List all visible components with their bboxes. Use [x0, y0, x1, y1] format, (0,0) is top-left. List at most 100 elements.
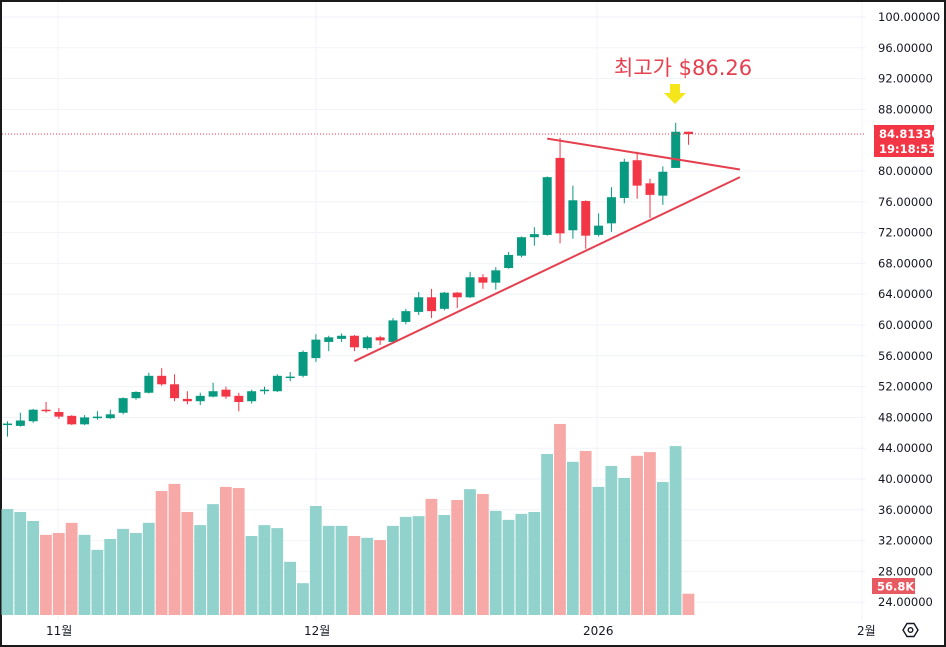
x-tick-label: 11월 [46, 624, 72, 638]
volume-bar [297, 583, 309, 615]
y-tick-label: 44.00000 [878, 441, 933, 455]
candle-up [401, 311, 411, 322]
candle-up [388, 320, 398, 342]
volume-bar [245, 535, 258, 615]
volume-bar [194, 525, 207, 615]
y-tick-label: 36.00000 [878, 503, 933, 517]
candle-up [285, 376, 295, 379]
candle-countdown: 19:18:53 [879, 142, 936, 156]
volume-bar [40, 534, 52, 615]
candle-down [684, 131, 694, 135]
y-tick-label: 60.00000 [878, 318, 933, 332]
volume-bar [155, 491, 168, 615]
y-tick-label: 76.00000 [878, 195, 933, 209]
candle-up [658, 171, 668, 196]
volume-bar [117, 528, 129, 615]
candle-up [504, 254, 514, 269]
candle-down [67, 415, 77, 425]
candle-up [144, 375, 154, 393]
candle-up [362, 337, 372, 349]
volume-bar [451, 500, 464, 615]
y-tick-label: 32.00000 [878, 534, 933, 548]
x-tick-label: 2월 [857, 624, 876, 638]
y-tick-label: 52.00000 [878, 380, 933, 394]
volume-bar [605, 465, 618, 615]
candle-up [80, 417, 90, 425]
volume-bar [412, 516, 425, 615]
candle-up [3, 423, 12, 426]
current-price-value: 84.81330 [879, 127, 939, 141]
candle-down [555, 157, 565, 234]
support-trendline [354, 176, 741, 363]
volume-bar [309, 506, 322, 615]
volume-bar [644, 452, 656, 615]
settings-icon[interactable] [902, 622, 919, 638]
candle-down [632, 160, 642, 186]
volume-value: 56.8K [877, 580, 915, 594]
candle-up [118, 398, 128, 413]
volume-bar [348, 535, 361, 615]
volume-bar [361, 537, 374, 615]
volume-bar [335, 525, 348, 615]
candle-up [272, 375, 282, 392]
candle-down [349, 335, 359, 348]
y-tick-label: 24.00000 [878, 595, 933, 609]
x-tick-label: 2026 [583, 624, 614, 638]
y-tick-label: 92.00000 [878, 72, 933, 86]
candles [3, 122, 694, 437]
candle-down [427, 297, 437, 312]
candle-down [221, 389, 231, 397]
candle-down [452, 292, 462, 298]
volume-bar [232, 488, 245, 615]
candle-up [619, 161, 629, 198]
down-arrow-icon [664, 84, 686, 104]
candle-down [478, 277, 488, 283]
volume-bar [669, 446, 682, 615]
volume-bar [618, 477, 631, 615]
candle-up [208, 391, 218, 397]
volume-bar [489, 510, 502, 615]
volume-bar [579, 450, 592, 615]
price-axis[interactable]: 100.00000 96.00000 92.00000 88.00000 80.0000… [878, 10, 940, 609]
volume-bar [502, 519, 515, 615]
candle-down [41, 409, 51, 412]
y-tick-label: 28.00000 [878, 564, 933, 578]
candle-up [260, 389, 269, 392]
candle-up [491, 270, 501, 283]
candle-down [375, 337, 385, 341]
volume-bar [566, 461, 579, 615]
candle-up [92, 416, 102, 419]
y-tick-label: 88.00000 [878, 102, 933, 116]
volume-bar [27, 520, 39, 615]
volume-bar [91, 549, 104, 615]
y-tick-label: 80.00000 [878, 164, 933, 178]
current-price-tag [874, 125, 934, 157]
volume-bar [219, 486, 232, 615]
volume-bar [130, 532, 142, 615]
volume-tag [872, 578, 915, 594]
candle-down [182, 398, 192, 402]
candle-up [247, 391, 257, 402]
volume-bar [322, 525, 335, 615]
trendlines[interactable] [354, 137, 741, 363]
candle-up [529, 234, 539, 238]
candle-down [234, 395, 244, 402]
y-tick-label: 100.00000 [878, 10, 940, 24]
time-axis[interactable]: 11월 12월 2026 2월 [46, 624, 876, 638]
all-time-high-annotation: 최고가 $86.26 [614, 56, 752, 80]
volume-bar [207, 504, 219, 615]
volume-bar [168, 483, 181, 615]
volume-bar [438, 515, 451, 615]
volume-bar [52, 532, 65, 615]
volume-bar [656, 482, 669, 615]
y-tick-label: 64.00000 [878, 287, 933, 301]
volume-bar [554, 423, 566, 615]
volume-bar [104, 538, 117, 615]
candle-down [581, 201, 591, 236]
volume-bar [374, 540, 386, 615]
volume-bar [631, 455, 643, 615]
volume-bar [541, 453, 553, 615]
volume-bar [1, 509, 14, 615]
